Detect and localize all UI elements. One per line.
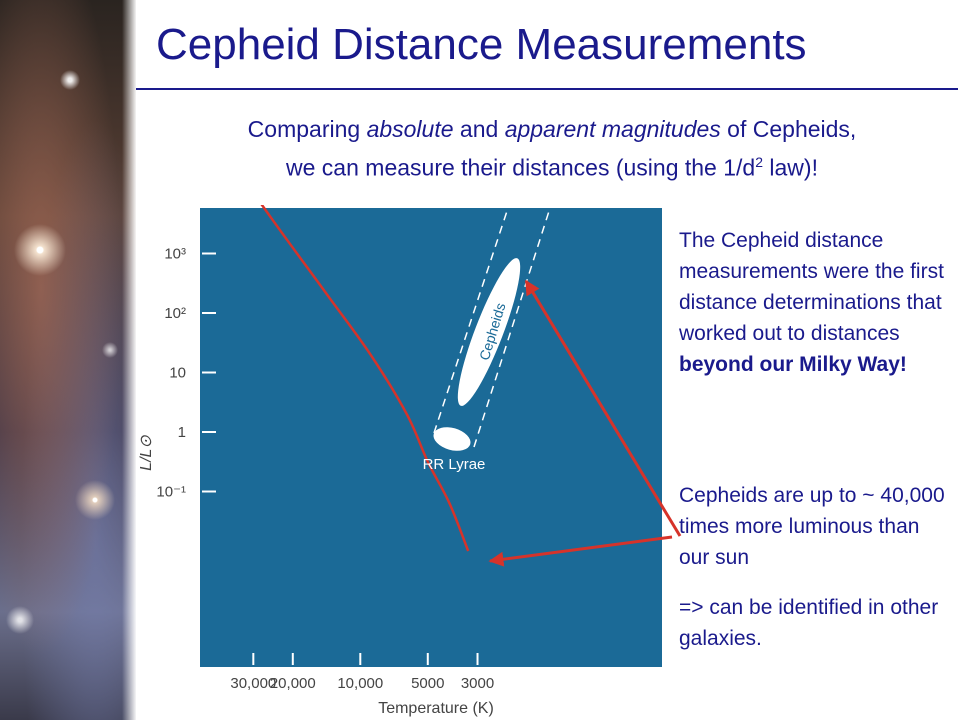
arrow-to-sun bbox=[488, 535, 673, 567]
x-tick-label: 5000 bbox=[411, 675, 444, 692]
chart-background bbox=[200, 208, 662, 667]
hr-diagram-chart: 10⁻¹11010²10³10⁴10⁵ 30,00020,00010,00050… bbox=[138, 205, 682, 717]
slide-subtitle: Comparing absolute and apparent magnitud… bbox=[148, 113, 956, 185]
y-tick-label: 10³ bbox=[164, 246, 186, 263]
strip-dashed-edge-left bbox=[433, 207, 509, 434]
cepheid-luminosity-paragraph: Cepheids are up to ~ 40,000 times more l… bbox=[679, 484, 945, 569]
y-tick-label: 10 bbox=[169, 365, 186, 382]
y-tick-label: 10⁻¹ bbox=[156, 484, 186, 501]
arrow-to-cepheids bbox=[524, 279, 682, 537]
y-axis-label: L/L⊙ bbox=[138, 435, 155, 471]
x-tick-label: 20,000 bbox=[270, 675, 316, 692]
slide-title: Cepheid Distance Measurements bbox=[156, 20, 807, 69]
cepheid-instability-strip bbox=[433, 207, 551, 451]
cepheid-distance-paragraph: The Cepheid distance measurements were t… bbox=[679, 229, 944, 376]
x-axis-label: Temperature (K) bbox=[378, 700, 494, 717]
subtitle-line-1: Comparing absolute and apparent magnitud… bbox=[247, 116, 857, 142]
subtitle-line-2: we can measure their distances (using th… bbox=[286, 154, 818, 181]
rr-lyrae-ellipse bbox=[433, 427, 471, 451]
x-tick-label: 30,000 bbox=[230, 675, 276, 692]
y-axis-ticks: 10⁻¹11010²10³10⁴10⁵ bbox=[156, 246, 216, 501]
cepheids-ellipse bbox=[457, 258, 521, 406]
y-tick-label: 1 bbox=[178, 424, 186, 441]
other-galaxies-paragraph: => can be identified in other galaxies. bbox=[679, 596, 939, 650]
x-tick-label: 10,000 bbox=[337, 675, 383, 692]
main-sequence-curve bbox=[260, 205, 470, 552]
y-tick-label: 10² bbox=[164, 305, 186, 322]
title-divider bbox=[136, 88, 958, 90]
x-tick-label: 3000 bbox=[461, 675, 494, 692]
decorative-nebula-strip bbox=[0, 0, 136, 720]
strip-fade-edge bbox=[122, 0, 136, 720]
rr-lyrae-label: RR Lyrae bbox=[423, 456, 486, 473]
